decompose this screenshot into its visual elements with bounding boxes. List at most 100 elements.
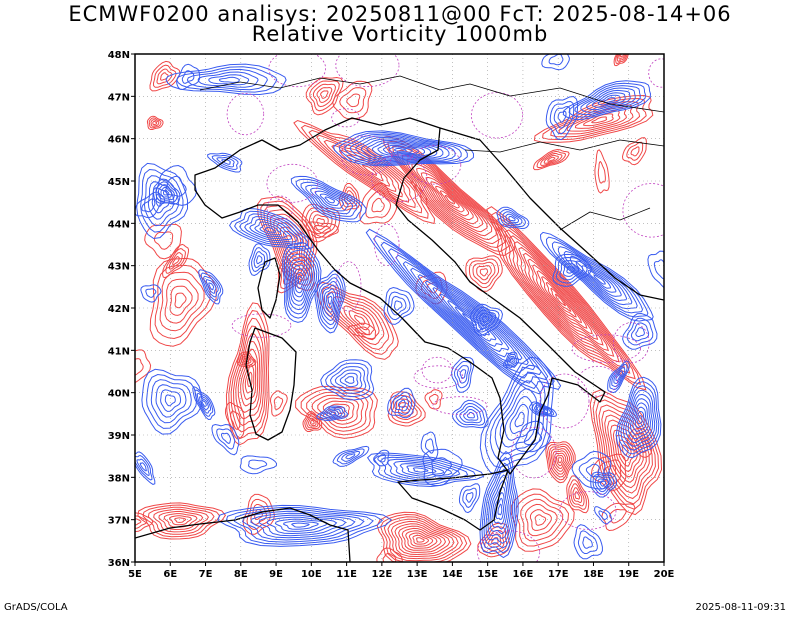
zero-contour	[539, 373, 590, 429]
positive-contour	[323, 288, 337, 313]
positive-contour	[394, 147, 407, 152]
positive-contour	[194, 389, 214, 417]
positive-contour	[160, 389, 182, 412]
positive-contour	[234, 210, 309, 248]
positive-contour	[597, 94, 621, 106]
negative-contour	[228, 310, 268, 439]
positive-contour	[256, 255, 263, 265]
negative-contour	[532, 148, 570, 171]
negative-contour	[499, 223, 631, 374]
positive-contour	[406, 465, 437, 475]
zero-contour	[432, 396, 488, 415]
positive-contour	[140, 284, 162, 303]
negative-contour	[415, 537, 425, 543]
positive-contour	[478, 312, 493, 327]
positive-contour	[479, 450, 519, 559]
positive-contour	[557, 110, 567, 123]
negative-contour	[397, 402, 414, 417]
negative-contour	[618, 54, 626, 60]
positive-contour	[508, 215, 516, 222]
positive-contour	[598, 510, 608, 521]
negative-contour	[541, 276, 583, 324]
negative-contour	[149, 257, 217, 347]
positive-contour	[484, 364, 550, 469]
negative-contour	[425, 176, 474, 221]
negative-contour	[153, 231, 174, 250]
negative-contour	[162, 243, 190, 279]
negative-contour	[609, 424, 641, 478]
negative-contour	[354, 314, 366, 326]
positive-contour	[613, 370, 624, 385]
positive-contour	[410, 267, 523, 363]
positive-contour	[208, 282, 215, 291]
positive-contour	[165, 63, 287, 96]
positive-contour	[333, 130, 475, 167]
negative-contour	[382, 552, 397, 562]
negative-contour	[302, 410, 323, 432]
positive-contour	[499, 208, 526, 228]
positive-contour	[319, 406, 346, 420]
positive-contour	[373, 235, 555, 390]
positive-contour	[528, 401, 558, 418]
negative-contour	[522, 252, 604, 346]
positive-contour	[585, 463, 600, 478]
positive-contour	[380, 241, 549, 384]
negative-contour	[338, 183, 360, 211]
positive-contour	[412, 467, 429, 473]
lat-tick-label: 45N	[108, 177, 130, 188]
zero-contour	[335, 261, 362, 312]
positive-contour	[136, 162, 188, 240]
positive-contour	[336, 448, 365, 465]
chart-title: ECMWF0200 analisys: 20250811@00 FcT: 202…	[68, 2, 732, 26]
positive-contour	[587, 269, 612, 289]
positive-contour	[571, 450, 612, 490]
positive-contour	[290, 175, 367, 223]
negative-contour	[156, 68, 173, 85]
positive-contour	[574, 85, 641, 116]
negative-contour	[416, 167, 483, 229]
positive-contour	[145, 288, 157, 298]
positive-contour	[499, 388, 538, 448]
negative-contour	[547, 156, 556, 162]
positive-contour	[387, 387, 416, 419]
grid-lines	[135, 54, 664, 562]
negative-contour	[273, 396, 284, 410]
lon-tick-label: 5E	[128, 569, 142, 580]
positive-contour	[632, 406, 647, 432]
negative-contour	[550, 287, 572, 312]
negative-contour	[365, 190, 392, 219]
positive-contour	[506, 355, 516, 365]
negative-contour	[311, 394, 364, 429]
lat-tick-label: 41N	[108, 346, 130, 357]
positive-contour	[147, 181, 175, 220]
positive-contour	[653, 259, 664, 280]
positive-contour	[239, 455, 278, 475]
positive-contour	[382, 144, 419, 155]
positive-contour	[366, 139, 438, 159]
grads-credit: GrADS/COLA	[4, 602, 68, 613]
positive-contour	[216, 428, 236, 450]
negative-contour	[309, 80, 340, 112]
positive-contour	[509, 403, 529, 435]
negative-contour	[428, 393, 439, 405]
negative-contour	[555, 455, 565, 467]
negative-contour	[490, 211, 642, 385]
negative-contour	[635, 437, 645, 449]
negative-contour	[320, 90, 329, 99]
positive-contour	[150, 379, 192, 424]
negative-contour	[174, 292, 187, 309]
positive-contour	[578, 457, 606, 484]
positive-contour	[549, 100, 575, 135]
negative-contour	[327, 291, 390, 351]
negative-contour	[424, 389, 443, 410]
lat-tick-label: 47N	[108, 92, 130, 103]
negative-contour	[401, 527, 442, 551]
positive-contour	[439, 293, 497, 342]
negative-contour	[346, 93, 361, 108]
zero-contour	[408, 145, 462, 185]
lat-tick-label: 39N	[108, 431, 130, 442]
positive-contour	[582, 536, 593, 549]
positive-contour	[198, 269, 224, 305]
negative-contour	[383, 516, 463, 562]
